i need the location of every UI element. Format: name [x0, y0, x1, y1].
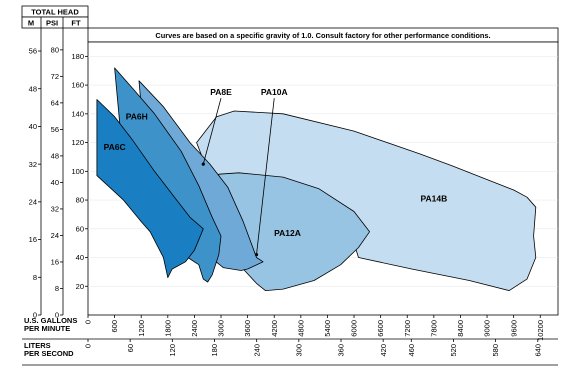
annotation-label-pa10a: PA10A [261, 87, 288, 97]
lps-tick-label: 460 [407, 344, 416, 357]
header-units-box [21, 16, 89, 29]
lps-tick-label: 360 [337, 344, 346, 357]
header-m: M [28, 19, 34, 28]
lps-tick-label: 60 [126, 344, 135, 352]
ft-tick-label: 80 [76, 196, 84, 205]
annotation-dot [254, 253, 259, 257]
ft-tick-label: 160 [71, 81, 84, 90]
gpm-tick-label: 8400 [456, 320, 465, 337]
gpm-axis-label-line2: PER MINUTE [24, 324, 70, 333]
gpm-tick-label: 7800 [429, 320, 438, 337]
header-total-head: TOTAL HEAD [31, 8, 79, 17]
lps-axis-label-line1: LITERS [24, 341, 51, 350]
gpm-tick-label: 600 [110, 320, 119, 333]
series-label-pa6c: PA6C [104, 142, 126, 152]
lps-axis-label-line2: PER SECOND [24, 349, 74, 358]
gpm-tick-label: 3600 [243, 320, 252, 337]
lps-tick-label: 420 [379, 344, 388, 357]
psi-tick-label: 48 [51, 152, 59, 161]
m-tick-label: 32 [29, 160, 37, 169]
series-label-pa6h: PA6H [126, 112, 148, 122]
ft-tick-label: 20 [76, 282, 84, 291]
psi-tick-label: 64 [51, 98, 59, 107]
y-axes: 2040608010012014016018008162432404856647… [29, 45, 88, 320]
gpm-axis-label-line1: U.S. GALLONS [24, 316, 77, 325]
ft-tick-label: 180 [71, 52, 84, 61]
gpm-tick-label: 1200 [137, 320, 146, 337]
m-tick-label: 24 [29, 197, 37, 206]
header-psi: PSI [46, 19, 58, 28]
gpm-tick-label: 4800 [296, 320, 305, 337]
gpm-tick-label: 6600 [376, 320, 385, 337]
gpm-tick-label: 5400 [323, 320, 332, 337]
psi-tick-label: 16 [51, 258, 59, 267]
gpm-tick-label: 3000 [217, 320, 226, 337]
x-axes: 0 600 1200 1800 2400 3000 3600 4200 4800 5400 6000… [84, 315, 545, 357]
m-tick-label: 8 [33, 273, 37, 282]
ft-tick-label: 120 [71, 138, 84, 147]
psi-tick-label: 40 [51, 178, 59, 187]
psi-tick-label: 80 [51, 45, 59, 54]
ft-tick-label: 100 [71, 167, 84, 176]
m-tick-label: 16 [29, 235, 37, 244]
series-label-pa12a: PA12A [274, 228, 301, 238]
psi-tick-label: 56 [51, 125, 59, 134]
lps-tick-label: 520 [449, 344, 458, 357]
lps-tick-label: 300 [294, 344, 303, 357]
gpm-tick-label: 2400 [190, 320, 199, 337]
annotation-leader [202, 98, 222, 165]
annotation-label-pa8e: PA8E [210, 87, 232, 97]
lps-tick-label: 580 [491, 344, 500, 357]
m-tick-label: 56 [29, 47, 37, 56]
lps-tick-label: 640 [533, 344, 542, 357]
lps-tick-label: 180 [210, 344, 219, 357]
psi-tick-label: 0 [55, 311, 59, 320]
gpm-tick-label: 9000 [483, 320, 492, 337]
gpm-tick-label: 1800 [163, 320, 172, 337]
gpm-tick-label: 9600 [509, 320, 518, 337]
gpm-tick-label: 4200 [270, 320, 279, 337]
gpm-tick-label: 6000 [350, 320, 359, 337]
m-tick-label: 48 [29, 84, 37, 93]
lps-tick-label: 120 [168, 344, 177, 357]
gpm-tick-label: 7200 [403, 320, 412, 337]
series-layer: PA14B PA12A PA6H PA6C [96, 67, 537, 292]
psi-tick-label: 72 [51, 72, 59, 81]
ft-tick-label: 60 [76, 224, 84, 233]
series-label-pa14b: PA14B [420, 193, 447, 203]
ft-tick-label: 40 [76, 253, 84, 262]
lps-tick-label: 0 [84, 344, 93, 348]
gpm-tick-label: 0 [84, 320, 93, 324]
chart-title: Curves are based on a specific gravity o… [155, 31, 490, 40]
m-tick-label: 0 [33, 311, 37, 320]
annotation-dot [201, 162, 205, 166]
m-tick-label: 40 [29, 122, 37, 131]
gpm-tick-label: 10200 [536, 320, 545, 341]
lps-tick-label: 240 [252, 344, 261, 357]
psi-tick-label: 8 [55, 284, 59, 293]
psi-tick-label: 32 [51, 205, 59, 214]
annotation-leader [256, 98, 275, 255]
series-pa6c-area [96, 99, 204, 279]
annotation-layer: PA8E PA10A [201, 87, 288, 257]
header-ft: FT [71, 19, 81, 28]
psi-tick-label: 24 [51, 231, 59, 240]
ft-tick-label: 140 [71, 109, 84, 118]
